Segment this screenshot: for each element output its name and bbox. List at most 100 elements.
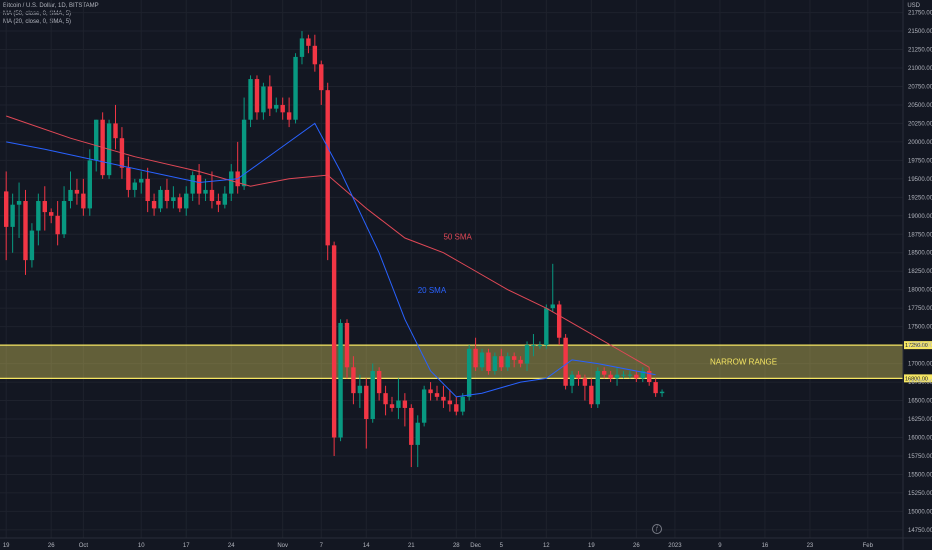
time-tick-label: 26 [633,543,640,549]
candle-body [370,370,375,420]
candle-body [196,175,202,194]
time-tick-label: 16 [762,543,769,549]
price-tick-label: 19500.00 [908,177,932,183]
candle-body [364,385,369,420]
candle-body [351,367,356,394]
candle-body [49,212,54,216]
price-tick-label: 20000.00 [908,140,932,146]
candle-body [344,322,350,368]
price-axis[interactable]: 14750.00 15000.00 15250.00 15500.00 15750.00… [902,0,932,550]
candle-body [441,396,446,401]
sma20-annotation: 20 SMA [418,286,447,295]
candle-body [274,104,279,109]
narrow-range-annotation: NARROW RANGE [710,358,777,367]
candle-body [589,385,594,405]
candle-body [203,189,208,194]
price-tick-label: 18750.00 [908,232,932,238]
time-tick-label: Nov [277,543,288,549]
candle-body [132,182,137,190]
candle-body [492,356,498,371]
range-zone: 17250.00 16800.00 [0,341,932,383]
time-tick-label: 10 [138,543,145,549]
candle-body [209,189,215,202]
time-axis[interactable]: 19 26 Oct 10 17 24 Nov 7 14 21 28 Dec 5 12 19 26 2023 9 16… [0,537,932,549]
price-tick-label: 15500.00 [908,472,932,478]
time-tick-label: 19 [3,543,10,549]
candle-body [254,79,260,113]
time-tick-label: 28 [453,543,460,549]
candle-body [267,86,273,109]
candle-body [87,160,92,209]
candle-body [505,356,510,368]
price-tick-label: 20500.00 [908,103,932,109]
time-tick-label: 7 [320,543,324,549]
candle-body [280,104,285,113]
candle-body [396,400,401,408]
time-tick-label: 19 [588,543,595,549]
candle-body [640,370,645,379]
candle-body [139,178,144,183]
price-tick-label: 19250.00 [908,195,932,201]
time-tick-label: 21 [408,543,415,549]
price-tick-label: 17000.00 [908,362,932,368]
candle-body [261,86,266,113]
moving-averages [6,115,656,398]
candle-body [184,193,189,209]
candle-body [126,167,131,190]
candle-body [94,119,99,161]
candle-body [627,374,633,376]
candle-body [383,393,388,405]
candle-body [409,407,414,445]
candle-body [10,204,15,227]
price-tick-label: 17250.00 [908,343,932,349]
price-tick-label: 16000.00 [908,435,932,441]
price-tick-label: 20750.00 [908,84,932,90]
sma20-line [6,122,656,398]
time-tick-label: 23 [807,543,814,549]
price-tick-label: 19750.00 [908,158,932,164]
candle-body [447,400,453,405]
candles [4,31,665,468]
candle-body [479,352,485,368]
candle-body [113,123,118,139]
range-high-price-tag: 17250.00 [905,343,928,349]
candle-body [511,356,517,360]
time-tick-label: 9 [718,543,722,549]
time-tick-label: 17 [183,543,190,549]
candle-body [241,119,247,187]
candle-body [171,197,176,202]
time-tick-label: 14 [363,543,370,549]
ma20-legend: MA (20, close, 0, SMA, 5) [3,19,72,25]
candle-body [376,370,382,394]
ma50-legend: MA (50, close, 0, SMA, 5) [3,11,72,17]
candle-body [151,201,157,209]
candle-body [653,382,658,394]
candle-body [61,201,67,235]
candle-body [402,400,408,408]
candle-body [36,201,41,231]
candle-body [16,201,22,205]
candle-body [158,189,163,209]
tradingview-logo-icon[interactable]: ƒ [652,524,662,534]
candle-body [286,112,292,120]
candle-body [55,215,60,235]
candle-body [81,193,86,209]
sma50-line [6,115,650,368]
candle-body [486,352,491,371]
candle-body [601,370,607,375]
candle-body [216,201,221,205]
price-tick-label: 15750.00 [908,454,932,460]
candle-body [222,193,228,205]
price-tick-label: 21500.00 [908,29,932,35]
time-tick-label: 26 [48,543,55,549]
sma50-annotation: 50 SMA [443,232,472,241]
candle-body [415,422,420,445]
time-tick-label: Dec [470,543,481,549]
candle-body [473,348,478,368]
range-zone-fill [0,345,903,379]
candle-body [428,389,433,394]
price-tick-label: 18500.00 [908,251,932,257]
price-tick-label: 21750.00 [908,11,932,17]
candle-body [569,374,575,386]
